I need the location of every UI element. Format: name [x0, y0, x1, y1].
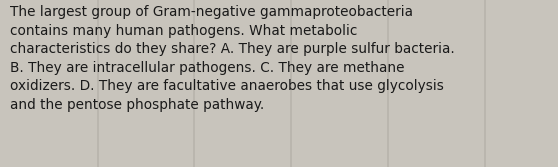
Text: The largest group of Gram-negative gammaproteobacteria
contains many human patho: The largest group of Gram-negative gamma… — [10, 5, 455, 112]
